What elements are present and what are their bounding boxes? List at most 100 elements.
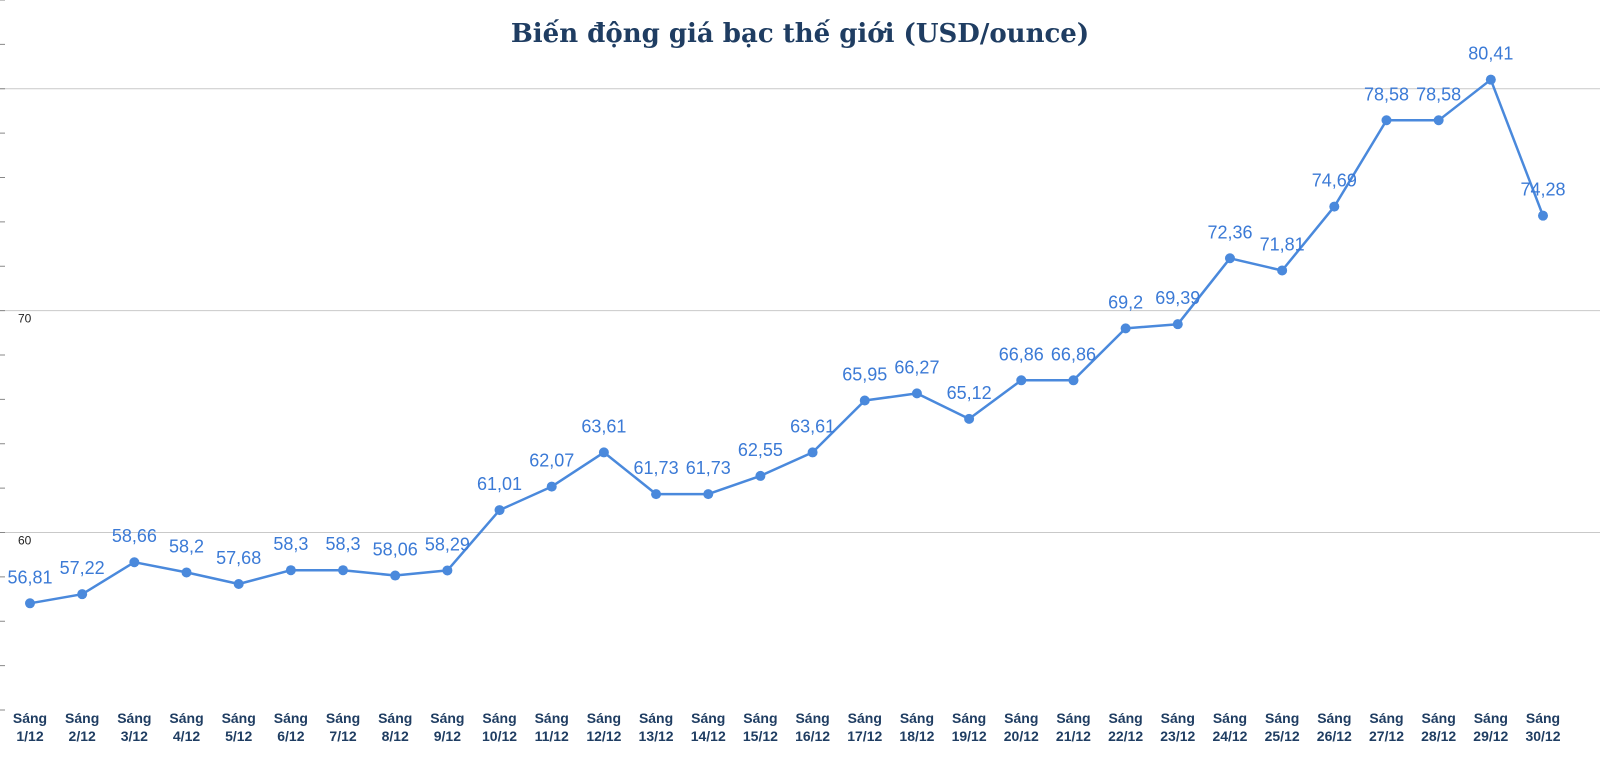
x-tick-label-line: 2/12 — [69, 728, 96, 744]
data-label: 65,95 — [842, 364, 887, 384]
data-label: 74,69 — [1312, 171, 1357, 191]
x-tick-label-line: 6/12 — [277, 728, 304, 744]
data-label: 63,61 — [581, 416, 626, 436]
data-point — [964, 413, 975, 424]
x-tick-label-line: Sáng — [1526, 710, 1560, 726]
x-tick-label-line: 12/12 — [586, 728, 621, 744]
x-tick-label-line: Sáng — [1422, 710, 1456, 726]
data-point — [442, 565, 453, 576]
x-tick-label-line: Sáng — [639, 710, 673, 726]
data-label: 57,68 — [216, 548, 261, 568]
data-point — [77, 589, 88, 600]
data-label: 78,58 — [1364, 84, 1409, 104]
y-tick-label: 70 — [18, 312, 32, 326]
data-label: 74,28 — [1520, 180, 1565, 200]
x-tick-label: Sáng 22/12 — [1108, 710, 1143, 744]
x-tick-label-line: Sáng — [1369, 710, 1403, 726]
x-tick-label-line: 11/12 — [535, 728, 569, 744]
data-point — [181, 567, 192, 578]
data-point — [1016, 375, 1027, 386]
x-tick-label: Sáng 27/12 — [1369, 710, 1404, 744]
x-tick-label: Sáng 19/12 — [952, 710, 987, 744]
data-points — [25, 74, 1548, 609]
x-tick-label: Sáng 6/12 — [274, 710, 308, 744]
x-tick-label: Sáng 30/12 — [1525, 710, 1560, 744]
x-tick-label-line: Sáng — [430, 710, 464, 726]
data-point — [1329, 201, 1340, 212]
x-tick-label-line: 25/12 — [1265, 728, 1300, 744]
x-tick-label-line: Sáng — [1213, 710, 1247, 726]
data-point — [546, 481, 557, 492]
x-tick-label-line: Sáng — [274, 710, 308, 726]
x-tick-label-line: Sáng — [378, 710, 412, 726]
x-tick-label-line: 8/12 — [382, 728, 409, 744]
x-tick-label: Sáng 7/12 — [326, 710, 360, 744]
x-tick-label-line: 18/12 — [899, 728, 934, 744]
data-point — [338, 565, 349, 576]
data-point — [129, 557, 140, 568]
data-point — [1538, 210, 1548, 221]
x-tick-label: Sáng 13/12 — [639, 710, 674, 744]
x-tick-label: Sáng 10/12 — [482, 710, 517, 744]
x-tick-label-line: 7/12 — [329, 728, 356, 744]
data-point — [285, 565, 296, 576]
x-tick-label-line: Sáng — [169, 710, 203, 726]
x-tick-label-line: Sáng — [1474, 710, 1508, 726]
data-label: 72,36 — [1207, 222, 1252, 242]
data-label: 69,2 — [1108, 292, 1143, 312]
x-tick-label-line: Sáng — [65, 710, 99, 726]
x-tick-label-line: Sáng — [1056, 710, 1090, 726]
x-tick-label: Sáng 24/12 — [1212, 710, 1247, 744]
data-label: 62,07 — [529, 451, 574, 471]
x-tick-label-line: 27/12 — [1369, 728, 1404, 744]
x-tick-label: Sáng 25/12 — [1265, 710, 1300, 744]
x-tick-label-line: Sáng — [1109, 710, 1143, 726]
x-tick-label-line: 30/12 — [1525, 728, 1560, 744]
y-axis-minor-ticks — [0, 0, 5, 711]
x-tick-label: Sáng 5/12 — [222, 710, 256, 744]
x-tick-label-line: Sáng — [117, 710, 151, 726]
x-tick-label-line: Sáng — [1161, 710, 1195, 726]
x-tick-label: Sáng 21/12 — [1056, 710, 1091, 744]
x-tick-label: Sáng 3/12 — [117, 710, 151, 744]
x-axis: Sáng 1/12 Sáng 2/12 Sáng 3/12 Sáng 4/12 Sáng 5/12… — [13, 710, 1561, 744]
data-label: 61,01 — [477, 474, 522, 494]
x-tick-label-line: Sáng — [743, 710, 777, 726]
data-label: 58,06 — [373, 540, 418, 560]
x-tick-label: Sáng 1/12 — [13, 710, 47, 744]
data-point — [1433, 115, 1444, 126]
x-tick-label: Sáng 4/12 — [169, 710, 203, 744]
grid-layer — [0, 88, 1600, 533]
y-tick-label: 60 — [18, 534, 32, 548]
x-tick-label-line: 3/12 — [121, 728, 148, 744]
x-tick-label-line: 14/12 — [691, 728, 726, 744]
x-tick-label: Sáng 2/12 — [65, 710, 99, 744]
x-tick-label-line: 16/12 — [795, 728, 830, 744]
x-tick-label: Sáng 16/12 — [795, 710, 830, 744]
x-tick-label-line: 24/12 — [1212, 728, 1247, 744]
data-label: 69,39 — [1155, 288, 1200, 308]
data-label: 66,27 — [894, 357, 939, 377]
x-tick-label: Sáng 26/12 — [1317, 710, 1352, 744]
data-point — [25, 598, 35, 609]
data-point — [755, 470, 766, 481]
x-tick-label-line: 23/12 — [1160, 728, 1195, 744]
x-tick-label-line: 4/12 — [173, 728, 200, 744]
data-label: 66,86 — [999, 344, 1044, 364]
x-tick-label: Sáng 15/12 — [743, 710, 778, 744]
x-tick-label: Sáng 20/12 — [1004, 710, 1039, 744]
x-tick-label-line: 21/12 — [1056, 728, 1091, 744]
x-tick-label-line: Sáng — [535, 710, 569, 726]
data-label: 57,22 — [60, 558, 105, 578]
data-point — [651, 489, 662, 500]
x-tick-label-line: 19/12 — [952, 728, 987, 744]
x-tick-label-line: 28/12 — [1421, 728, 1456, 744]
x-tick-label-line: 15/12 — [743, 728, 778, 744]
x-tick-label-line: 10/12 — [482, 728, 517, 744]
x-tick-label: Sáng 29/12 — [1473, 710, 1508, 744]
x-tick-label-line: Sáng — [1004, 710, 1038, 726]
x-tick-label-line: 26/12 — [1317, 728, 1352, 744]
x-tick-label: Sáng 18/12 — [899, 710, 934, 744]
x-tick-label: Sáng 14/12 — [691, 710, 726, 744]
x-tick-label: Sáng 9/12 — [430, 710, 464, 744]
